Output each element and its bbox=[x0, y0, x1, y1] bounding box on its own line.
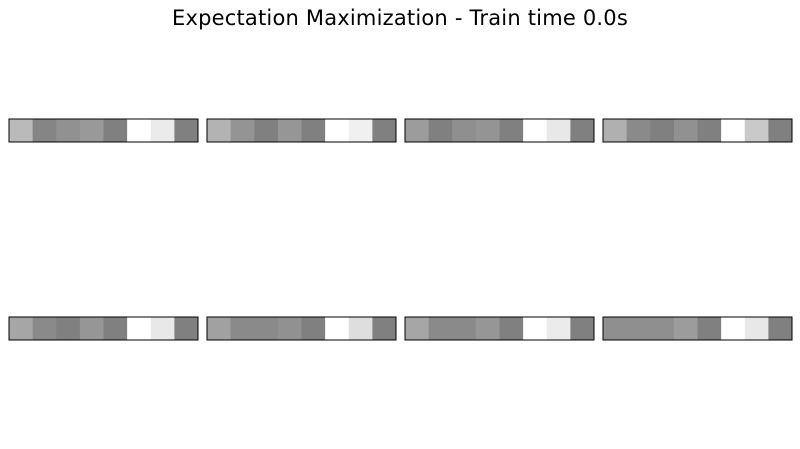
heatmap-cell bbox=[768, 317, 793, 340]
heatmap-cell bbox=[301, 317, 326, 340]
panel-frame bbox=[8, 118, 199, 143]
heatmap-cell bbox=[626, 119, 651, 142]
heatmap-cell bbox=[405, 317, 430, 340]
heatmap-cell bbox=[697, 119, 722, 142]
heatmap-cell bbox=[230, 119, 255, 142]
heatmap-cell bbox=[626, 317, 651, 340]
heatmap-cell bbox=[207, 119, 232, 142]
heatmap-panel-2 bbox=[206, 118, 397, 143]
heatmap-panel-7 bbox=[404, 316, 595, 341]
panel-frame bbox=[602, 118, 793, 143]
heatmap-cell bbox=[372, 119, 397, 142]
heatmap-cell bbox=[428, 119, 453, 142]
heatmap-cell bbox=[150, 317, 175, 340]
heatmap-panel-8 bbox=[602, 316, 793, 341]
heatmap-cell bbox=[174, 119, 199, 142]
heatmap-panel-4 bbox=[602, 118, 793, 143]
heatmap-cell bbox=[546, 119, 571, 142]
panel-frame bbox=[404, 118, 595, 143]
panel-frame bbox=[404, 316, 595, 341]
heatmap-cell bbox=[744, 317, 769, 340]
heatmap-cell bbox=[452, 317, 477, 340]
heatmap-cell bbox=[150, 119, 175, 142]
heatmap-panel-3 bbox=[404, 118, 595, 143]
chart-title: Expectation Maximization - Train time 0.… bbox=[171, 6, 628, 30]
heatmap-cell bbox=[744, 119, 769, 142]
heatmap-cell bbox=[570, 119, 595, 142]
heatmap-cell bbox=[523, 317, 548, 340]
heatmap-cell bbox=[697, 317, 722, 340]
heatmap-cell bbox=[768, 119, 793, 142]
heatmap-cell bbox=[475, 317, 500, 340]
heatmap-cell bbox=[127, 119, 152, 142]
heatmap-cell bbox=[603, 119, 628, 142]
panel-frame bbox=[206, 118, 397, 143]
heatmap-cell bbox=[254, 119, 279, 142]
heatmap-cell bbox=[428, 317, 453, 340]
heatmap-cell bbox=[79, 317, 104, 340]
heatmap-cell bbox=[673, 119, 698, 142]
heatmap-panel-5 bbox=[8, 316, 199, 341]
panel-frame bbox=[8, 316, 199, 341]
heatmap-cell bbox=[56, 317, 81, 340]
heatmap-cell bbox=[499, 119, 524, 142]
heatmap-cell bbox=[523, 119, 548, 142]
heatmap-cell bbox=[325, 119, 350, 142]
panel-frame bbox=[206, 316, 397, 341]
heatmap-cell bbox=[207, 317, 232, 340]
heatmap-cell bbox=[603, 317, 628, 340]
heatmap-cell bbox=[405, 119, 430, 142]
heatmap-cell bbox=[230, 317, 255, 340]
panel-frame bbox=[602, 316, 793, 341]
heatmap-cell bbox=[546, 317, 571, 340]
heatmap-cell bbox=[650, 317, 675, 340]
heatmap-cell bbox=[650, 119, 675, 142]
heatmap-panel-1 bbox=[8, 118, 199, 143]
heatmap-cell bbox=[174, 317, 199, 340]
heatmap-cell bbox=[103, 119, 128, 142]
heatmap-cell bbox=[452, 119, 477, 142]
heatmap-cell bbox=[9, 317, 34, 340]
heatmap-cell bbox=[277, 317, 302, 340]
heatmap-cell bbox=[103, 317, 128, 340]
heatmap-cell bbox=[254, 317, 279, 340]
heatmap-cell bbox=[79, 119, 104, 142]
heatmap-cell bbox=[721, 119, 746, 142]
heatmap-cell bbox=[277, 119, 302, 142]
heatmap-cell bbox=[32, 119, 57, 142]
heatmap-cell bbox=[570, 317, 595, 340]
heatmap-cell bbox=[475, 119, 500, 142]
heatmap-cell bbox=[127, 317, 152, 340]
heatmap-cell bbox=[348, 317, 373, 340]
heatmap-cell bbox=[9, 119, 34, 142]
heatmap-cell bbox=[325, 317, 350, 340]
heatmap-cell bbox=[301, 119, 326, 142]
heatmap-cell bbox=[673, 317, 698, 340]
heatmap-cell bbox=[32, 317, 57, 340]
heatmap-panel-6 bbox=[206, 316, 397, 341]
heatmap-cell bbox=[348, 119, 373, 142]
heatmap-cell bbox=[56, 119, 81, 142]
heatmap-cell bbox=[721, 317, 746, 340]
heatmap-cell bbox=[499, 317, 524, 340]
heatmap-cell bbox=[372, 317, 397, 340]
